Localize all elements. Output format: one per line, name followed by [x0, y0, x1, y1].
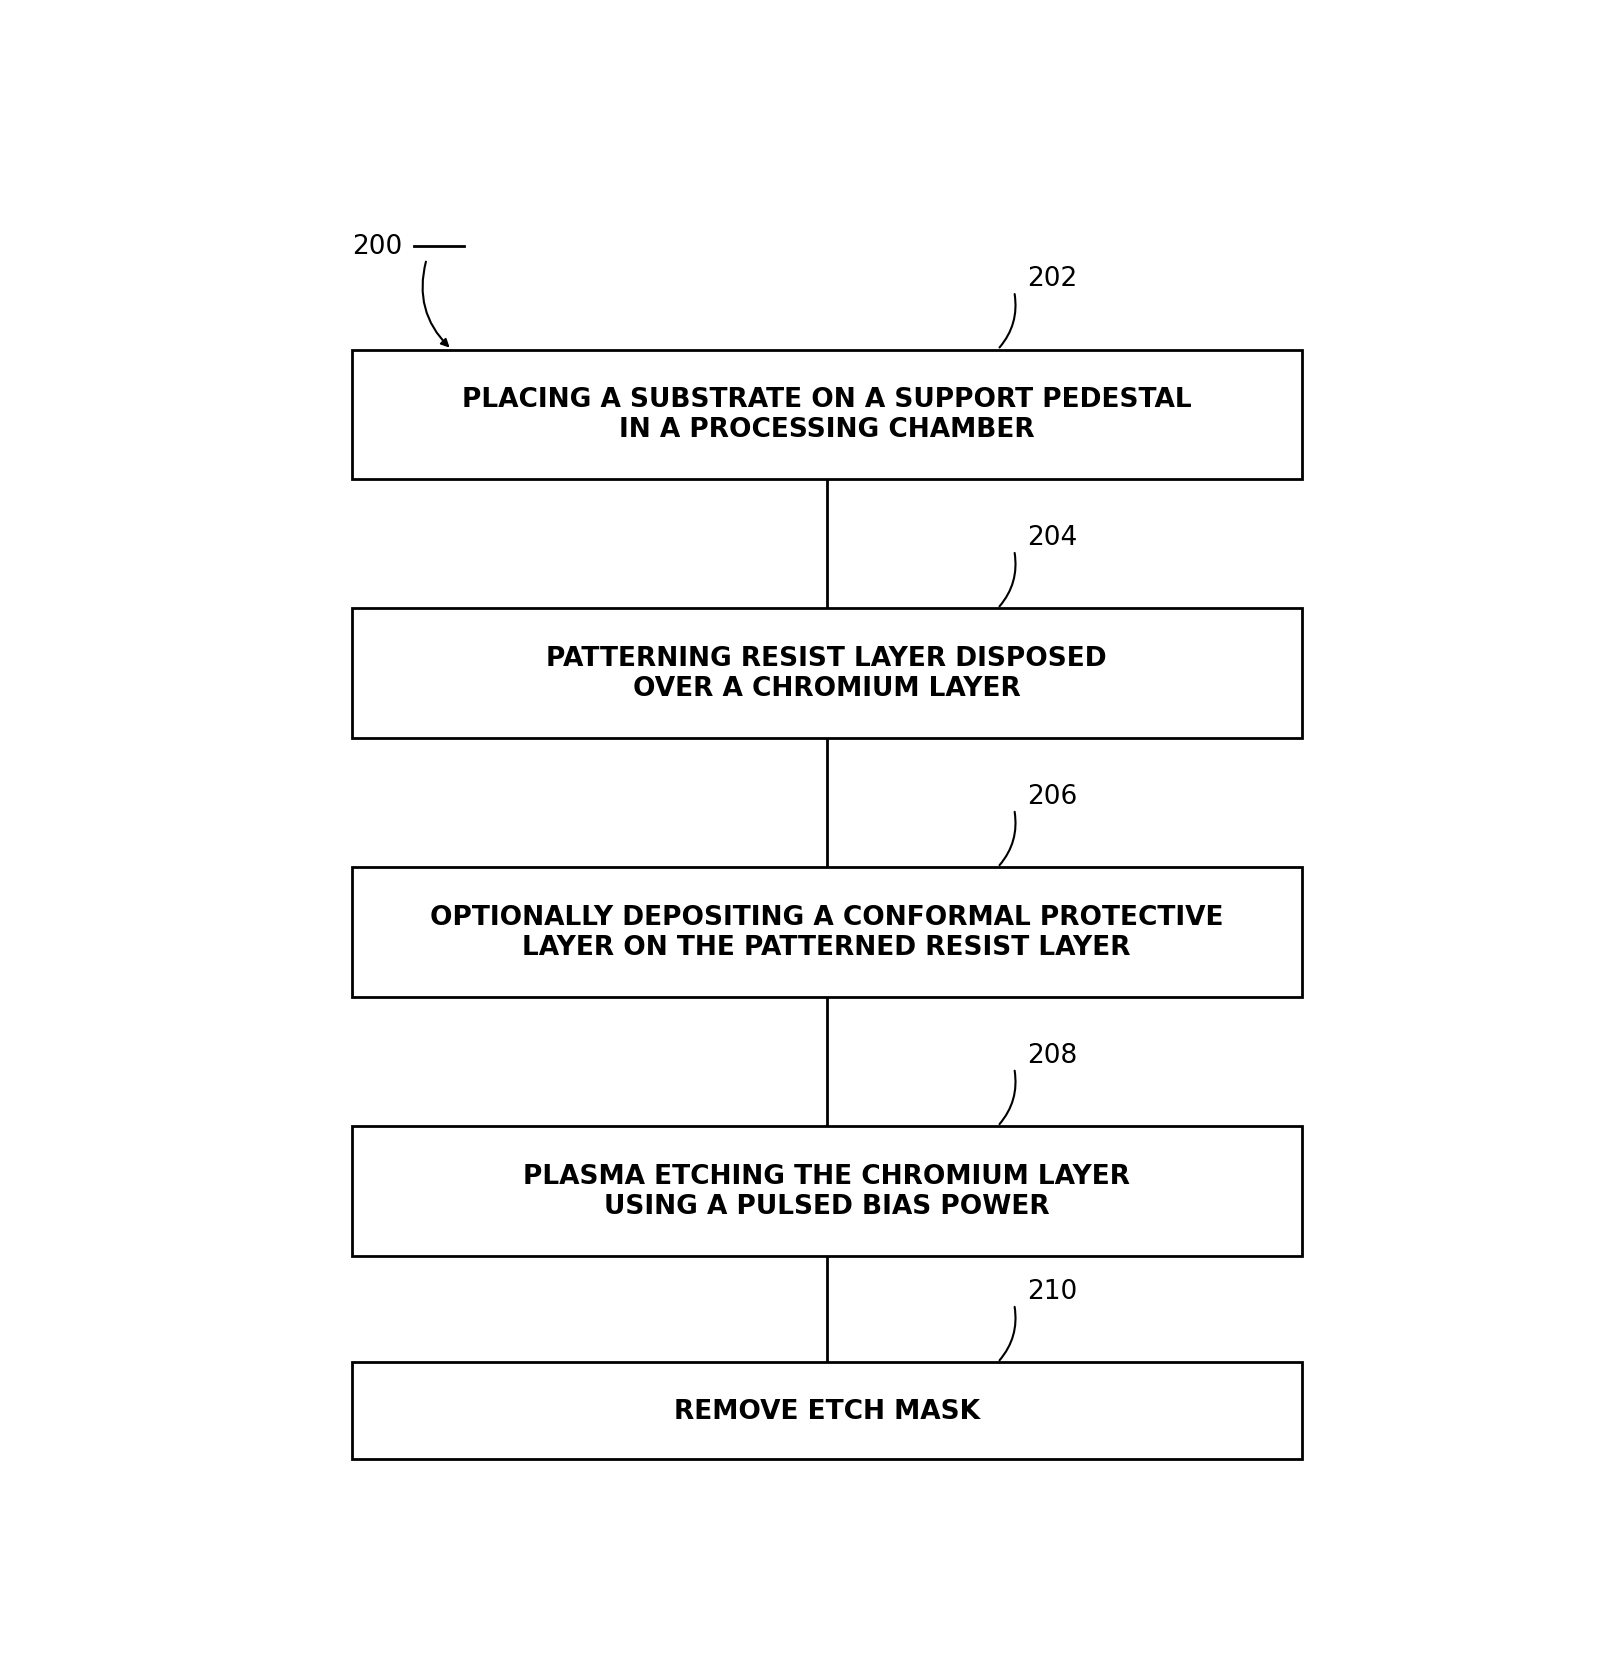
- Bar: [352, 1362, 1302, 1460]
- Bar: [352, 869, 1302, 998]
- Text: PLASMA ETCHING THE CHROMIUM LAYER
USING A PULSED BIAS POWER: PLASMA ETCHING THE CHROMIUM LAYER USING …: [523, 1163, 1131, 1220]
- Bar: [352, 1127, 1302, 1257]
- Text: 204: 204: [1027, 524, 1077, 551]
- Text: 206: 206: [1027, 783, 1077, 810]
- Bar: [352, 610, 1302, 739]
- Text: OPTIONALLY DEPOSITING A CONFORMAL PROTECTIVE
LAYER ON THE PATTERNED RESIST LAYER: OPTIONALLY DEPOSITING A CONFORMAL PROTEC…: [431, 904, 1223, 961]
- Text: 202: 202: [1027, 265, 1077, 292]
- Text: REMOVE ETCH MASK: REMOVE ETCH MASK: [674, 1398, 979, 1425]
- Text: PATTERNING RESIST LAYER DISPOSED
OVER A CHROMIUM LAYER: PATTERNING RESIST LAYER DISPOSED OVER A …: [547, 645, 1107, 702]
- Text: 208: 208: [1027, 1042, 1077, 1068]
- Text: PLACING A SUBSTRATE ON A SUPPORT PEDESTAL
IN A PROCESSING CHAMBER: PLACING A SUBSTRATE ON A SUPPORT PEDESTA…: [461, 386, 1192, 444]
- Text: 200: 200: [352, 234, 402, 260]
- Bar: [352, 351, 1302, 480]
- Text: 210: 210: [1027, 1278, 1077, 1304]
